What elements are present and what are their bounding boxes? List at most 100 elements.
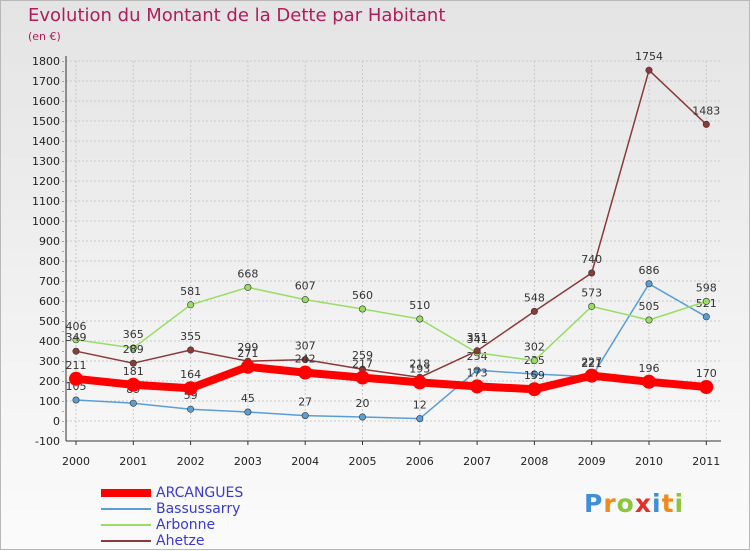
data-point bbox=[301, 296, 309, 304]
data-point bbox=[301, 356, 309, 364]
data-point bbox=[702, 297, 710, 305]
data-label: 159 bbox=[524, 369, 545, 382]
data-point bbox=[530, 357, 538, 365]
x-tick-label: 2003 bbox=[234, 455, 262, 468]
y-tick-label: 1800 bbox=[32, 55, 60, 68]
legend-label: Ahetze bbox=[156, 533, 205, 549]
data-point bbox=[72, 336, 80, 344]
logo-letter: t bbox=[661, 489, 675, 518]
data-label: 510 bbox=[409, 299, 430, 312]
grid-layer bbox=[66, 60, 721, 445]
legend: ARCANGUES Bassussarry Arbonne Ahetze bbox=[101, 485, 401, 550]
data-point bbox=[588, 302, 596, 310]
data-label: 607 bbox=[295, 280, 316, 293]
data-point bbox=[702, 120, 710, 128]
logo-letter: i bbox=[674, 489, 685, 518]
legend-swatch bbox=[101, 489, 151, 497]
data-label: 355 bbox=[180, 330, 201, 343]
data-point bbox=[187, 405, 195, 413]
data-label: 560 bbox=[352, 289, 373, 302]
data-label: 217 bbox=[352, 358, 373, 371]
data-label: 573 bbox=[581, 286, 602, 299]
x-tick-label: 2004 bbox=[291, 455, 319, 468]
data-label: 548 bbox=[524, 291, 545, 304]
data-label: 1483 bbox=[692, 104, 720, 117]
data-label: 20 bbox=[356, 397, 370, 410]
y-tick-label: 0 bbox=[53, 415, 60, 428]
chart-title: Evolution du Montant de la Dette par Hab… bbox=[28, 5, 446, 26]
data-label: 12 bbox=[413, 399, 427, 412]
data-point bbox=[129, 344, 137, 352]
data-point bbox=[69, 371, 83, 386]
series-line bbox=[72, 362, 711, 394]
y-tick-label: 1700 bbox=[32, 75, 60, 88]
data-point bbox=[645, 66, 653, 74]
data-point bbox=[301, 412, 309, 420]
data-label: 45 bbox=[241, 392, 255, 405]
legend-label: Arbonne bbox=[156, 517, 216, 533]
data-label: 581 bbox=[180, 285, 201, 298]
data-point bbox=[72, 347, 80, 355]
legend-item: Bassussarry bbox=[101, 501, 401, 518]
y-tick-label: 200 bbox=[39, 375, 60, 388]
y-tick-label: 900 bbox=[39, 235, 60, 248]
y-tick-label: 700 bbox=[39, 275, 60, 288]
series-line bbox=[75, 283, 708, 420]
y-tick-label: -100 bbox=[35, 435, 60, 448]
data-label: 227 bbox=[581, 356, 602, 369]
y-tick-label: 1200 bbox=[32, 175, 60, 188]
data-point bbox=[416, 315, 424, 323]
data-point bbox=[527, 382, 542, 397]
data-label: 351 bbox=[467, 331, 488, 344]
y-tick-label: 1100 bbox=[32, 195, 60, 208]
data-label: 365 bbox=[123, 328, 144, 341]
data-label: 164 bbox=[180, 368, 201, 381]
data-point bbox=[72, 396, 80, 404]
data-point bbox=[129, 359, 137, 367]
data-point bbox=[645, 280, 653, 288]
legend-swatch bbox=[101, 524, 151, 526]
data-label: 299 bbox=[237, 341, 258, 354]
logo-letter: o bbox=[616, 489, 635, 518]
data-point bbox=[416, 415, 424, 423]
data-label: 211 bbox=[66, 359, 87, 372]
x-tick-label: 2008 bbox=[520, 455, 548, 468]
data-label: 271 bbox=[237, 347, 258, 360]
data-label: 1754 bbox=[635, 50, 663, 63]
data-point bbox=[702, 313, 710, 321]
data-label: 196 bbox=[639, 362, 660, 375]
data-point bbox=[470, 379, 485, 394]
data-point bbox=[126, 377, 141, 392]
legend-swatch bbox=[101, 508, 151, 510]
data-label: 505 bbox=[639, 300, 660, 313]
x-tick-label: 2002 bbox=[177, 455, 205, 468]
data-label: 218 bbox=[409, 357, 430, 370]
y-tick-label: 100 bbox=[39, 395, 60, 408]
data-point bbox=[473, 347, 481, 355]
data-label: 740 bbox=[581, 253, 602, 266]
legend-swatch bbox=[101, 540, 151, 542]
y-tick-label: 1500 bbox=[32, 115, 60, 128]
logo-letter: r bbox=[603, 489, 617, 518]
brand-logo: Proxiti bbox=[584, 489, 684, 518]
logo-letter: P bbox=[584, 489, 604, 518]
data-point bbox=[473, 366, 481, 374]
data-label: 302 bbox=[524, 341, 545, 354]
data-label: 27 bbox=[298, 396, 312, 409]
x-tick-label: 2005 bbox=[349, 455, 377, 468]
y-tick-label: 1000 bbox=[32, 215, 60, 228]
data-point bbox=[298, 365, 313, 380]
series-ahetze: 349 289 355 299 307 259 218 351 548 740 1754 1483 bbox=[66, 50, 720, 381]
legend-item: Arbonne bbox=[101, 517, 401, 534]
x-tick-label: 2011 bbox=[692, 455, 720, 468]
y-tick-label: 300 bbox=[39, 355, 60, 368]
data-point bbox=[412, 375, 427, 390]
y-tick-label: 600 bbox=[39, 295, 60, 308]
data-point bbox=[642, 374, 656, 389]
data-point bbox=[187, 301, 195, 309]
series-line bbox=[75, 286, 708, 362]
data-label: 173 bbox=[467, 366, 488, 379]
y-tick-label: 800 bbox=[39, 255, 60, 268]
y-tick-label: 1300 bbox=[32, 155, 60, 168]
